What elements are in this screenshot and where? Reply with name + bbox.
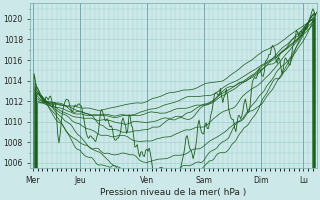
X-axis label: Pression niveau de la mer( hPa ): Pression niveau de la mer( hPa ) (100, 188, 247, 197)
